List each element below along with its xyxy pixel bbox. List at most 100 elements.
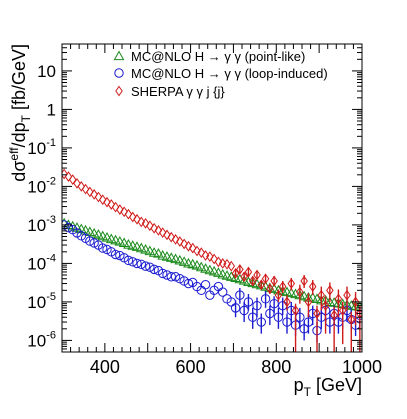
data-point bbox=[334, 293, 343, 305]
data-point bbox=[98, 194, 107, 206]
data-point bbox=[260, 294, 271, 304]
data-point bbox=[141, 217, 150, 229]
data-point bbox=[252, 300, 262, 311]
data-layer bbox=[62, 168, 362, 352]
data-point bbox=[278, 281, 287, 292]
data-point bbox=[195, 261, 207, 272]
data-point bbox=[253, 269, 261, 281]
data-point bbox=[261, 273, 270, 285]
data-point bbox=[213, 267, 224, 277]
data-point bbox=[311, 293, 323, 303]
data-point bbox=[111, 201, 120, 213]
y-tick-label: 10-5 bbox=[27, 291, 56, 312]
data-point bbox=[257, 279, 266, 291]
data-point bbox=[270, 275, 278, 287]
data-point bbox=[184, 240, 193, 252]
data-point bbox=[338, 305, 347, 316]
data-point bbox=[90, 189, 98, 200]
data-point bbox=[167, 231, 176, 243]
legend: MC@NLO H → γ γ (point-like) MC@NLO H → γ … bbox=[113, 49, 328, 99]
data-point bbox=[110, 249, 121, 260]
data-point bbox=[116, 204, 124, 215]
data-point bbox=[171, 234, 180, 245]
y-tick-label: 10-4 bbox=[27, 252, 56, 273]
data-point bbox=[136, 259, 146, 269]
data-point bbox=[133, 213, 141, 225]
data-point bbox=[68, 174, 77, 186]
data-point bbox=[236, 264, 244, 275]
data-point bbox=[313, 308, 321, 319]
data-point bbox=[200, 279, 211, 290]
data-point bbox=[103, 196, 111, 208]
data-point bbox=[191, 260, 203, 270]
data-point bbox=[223, 258, 231, 270]
data-point bbox=[227, 260, 236, 272]
data-point bbox=[180, 238, 188, 250]
y-tick-label: 10-2 bbox=[27, 175, 56, 196]
data-point bbox=[230, 303, 241, 313]
data-point bbox=[107, 199, 116, 210]
data-point bbox=[132, 258, 142, 269]
series-diamond bbox=[62, 168, 362, 352]
data-point bbox=[197, 247, 206, 259]
data-point bbox=[268, 283, 280, 293]
data-point bbox=[304, 296, 313, 308]
data-point bbox=[154, 225, 163, 236]
data-point bbox=[269, 298, 279, 309]
data-point bbox=[231, 268, 240, 279]
data-point bbox=[210, 253, 218, 265]
x-tick-label: 1000 bbox=[342, 357, 382, 377]
data-point bbox=[218, 287, 228, 297]
data-point bbox=[330, 309, 338, 321]
data-point bbox=[158, 227, 167, 239]
data-point bbox=[153, 248, 164, 258]
data-point bbox=[118, 237, 130, 248]
data-point bbox=[347, 314, 356, 325]
data-point bbox=[308, 281, 317, 292]
data-point bbox=[291, 305, 300, 316]
y-axis-label: dσeff/dpT [fb/GeV] bbox=[7, 44, 33, 182]
data-point bbox=[63, 222, 74, 233]
data-point bbox=[149, 264, 159, 275]
data-point bbox=[170, 272, 181, 282]
data-point bbox=[214, 256, 223, 268]
data-point bbox=[188, 242, 197, 254]
x-tick-label: 400 bbox=[90, 357, 120, 377]
data-point bbox=[120, 206, 128, 218]
data-point bbox=[183, 278, 194, 289]
data-point bbox=[101, 232, 113, 242]
data-point bbox=[218, 258, 227, 269]
data-point bbox=[98, 243, 108, 253]
data-point bbox=[193, 245, 201, 257]
data-point bbox=[128, 211, 137, 223]
data-point bbox=[89, 238, 99, 248]
data-point bbox=[140, 261, 151, 271]
data-point bbox=[283, 296, 291, 308]
data-point bbox=[115, 250, 125, 261]
data-point bbox=[266, 283, 274, 295]
data-point bbox=[287, 278, 296, 289]
legend-entry: MC@NLO H → γ γ (loop-induced) bbox=[131, 66, 328, 81]
data-point bbox=[140, 243, 151, 254]
data-point bbox=[248, 275, 257, 287]
y-tick-label: 10 bbox=[37, 62, 56, 81]
data-point bbox=[81, 183, 90, 195]
data-point bbox=[321, 300, 330, 312]
data-point bbox=[175, 274, 185, 284]
data-point bbox=[326, 284, 334, 296]
data-point bbox=[123, 255, 134, 266]
y-tick-label: 10-3 bbox=[27, 214, 56, 235]
data-point bbox=[240, 271, 248, 283]
data-point bbox=[273, 312, 284, 322]
data-point bbox=[243, 297, 254, 307]
data-point bbox=[158, 268, 168, 279]
data-point bbox=[94, 191, 103, 203]
x-tick-label: 600 bbox=[176, 357, 206, 377]
legend-marker bbox=[115, 85, 123, 97]
data-point bbox=[124, 208, 133, 220]
data-point bbox=[206, 251, 214, 263]
data-point bbox=[178, 256, 190, 266]
data-point bbox=[351, 296, 360, 308]
